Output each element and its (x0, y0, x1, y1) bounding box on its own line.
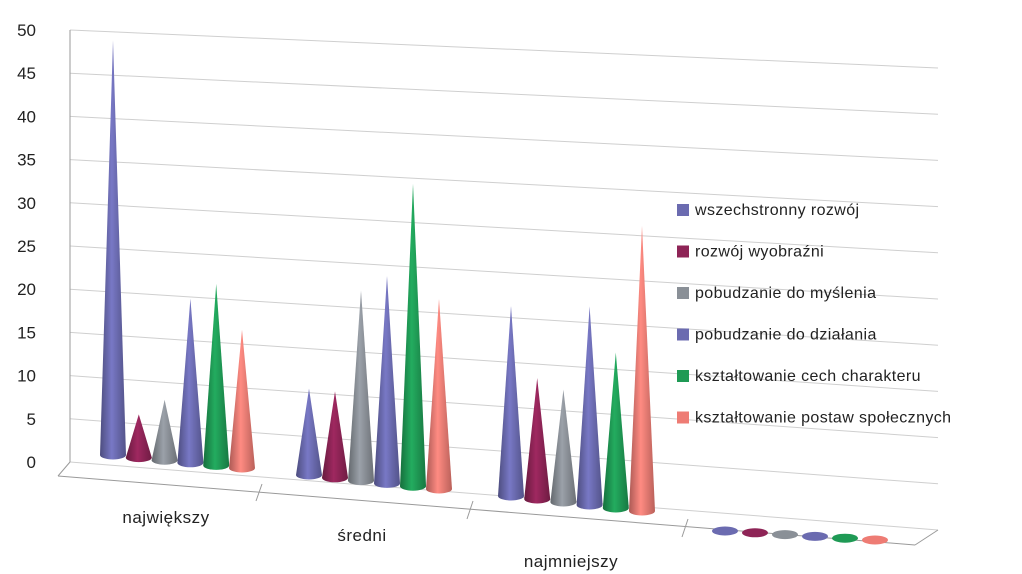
legend-item: kształtowanie postaw społecznych (677, 410, 951, 427)
cone-mark (400, 184, 426, 491)
cone-mark (712, 527, 738, 536)
y-tick-label: 10 (17, 367, 36, 386)
cone-mark (832, 534, 858, 543)
cone-mark (862, 536, 888, 545)
y-tick-label: 40 (17, 107, 36, 126)
gridline (70, 160, 938, 207)
y-tick-label: 35 (17, 151, 36, 170)
y-tick-label: 50 (17, 21, 36, 40)
legend-label: kształtowanie postaw społecznych (695, 410, 951, 427)
legend-item: pobudzanie do działania (677, 327, 877, 344)
floor-right-edge (915, 530, 938, 545)
cone-mark (374, 276, 400, 488)
category-label: najmniejszy (524, 552, 618, 571)
legend-swatch (677, 370, 689, 382)
cone-mark (603, 352, 629, 512)
y-axis-ticks: 0 5 10 15 20 25 30 35 40 45 50 (17, 21, 36, 472)
cone-mark (229, 330, 255, 473)
cone-mark (577, 306, 603, 509)
legend-label: pobudzanie do myślenia (695, 285, 876, 302)
category-divider (682, 519, 688, 537)
chart-floor (58, 462, 938, 545)
y-tick-label: 30 (17, 194, 36, 213)
cone-mark (296, 389, 322, 480)
legend-swatch (677, 412, 689, 424)
cone-mark (152, 400, 178, 465)
y-tick-label: 5 (27, 410, 36, 429)
legend-label: rozwój wyobraźni (695, 244, 824, 261)
y-tick-label: 45 (17, 64, 36, 83)
cone-mark (322, 391, 348, 482)
cone-mark (742, 528, 768, 537)
y-tick-label: 25 (17, 237, 36, 256)
cone-mark (550, 390, 576, 507)
legend-swatch (677, 246, 689, 258)
cone-mark (203, 284, 229, 470)
category-labels: największy średni najmniejszy (122, 508, 618, 571)
category-label: średni (337, 526, 386, 545)
cone-mark (426, 299, 452, 494)
category-label: największy (122, 508, 209, 527)
legend-label: pobudzanie do działania (695, 327, 877, 344)
gridline (70, 116, 938, 160)
legend: wszechstronny rozwój rozwój wyobraźni pobu… (677, 202, 951, 427)
legend-item: kształtowanie cech charakteru (677, 368, 921, 385)
legend-label: kształtowanie cech charakteru (695, 368, 921, 385)
cone-mark (498, 306, 524, 501)
cone-mark (524, 378, 550, 503)
gridline (70, 30, 938, 68)
y-tick-label: 0 (27, 453, 36, 472)
cone-mark (772, 530, 798, 539)
y-tick-label: 20 (17, 280, 36, 299)
cone-mark (802, 532, 828, 541)
legend-item: wszechstronny rozwój (677, 202, 860, 219)
legend-swatch (677, 287, 689, 299)
gridline (70, 73, 938, 114)
category-divider (467, 501, 473, 519)
cone-mark (126, 414, 152, 462)
legend-swatch (677, 329, 689, 341)
legend-label: wszechstronny rozwój (694, 202, 860, 219)
cone-mark (100, 40, 126, 459)
y-tick-label: 15 (17, 323, 36, 342)
legend-item: pobudzanie do myślenia (677, 285, 876, 302)
cone-mark (177, 299, 203, 468)
legend-swatch (677, 204, 689, 216)
floor-left-edge (58, 462, 70, 476)
cone-mark (348, 291, 374, 486)
legend-item: rozwój wyobraźni (677, 244, 824, 261)
